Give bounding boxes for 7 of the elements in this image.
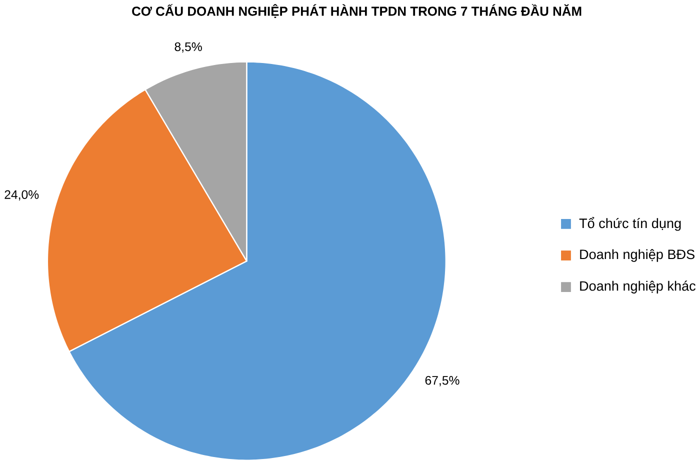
data-label: 67,5% — [425, 376, 460, 386]
data-label: 24,0% — [4, 190, 39, 200]
legend-label: Doanh nghiệp khác — [580, 280, 696, 294]
data-label: 8,5% — [174, 42, 202, 53]
chart-title: CƠ CẤU DOANH NGHIỆP PHÁT HÀNH TPDN TRONG 7 THÁNG ĐẦU NĂM — [132, 4, 582, 18]
legend-label: Doanh nghiệp BĐS — [580, 249, 694, 262]
legend-label: Tổ chức tín dụng — [579, 217, 681, 231]
